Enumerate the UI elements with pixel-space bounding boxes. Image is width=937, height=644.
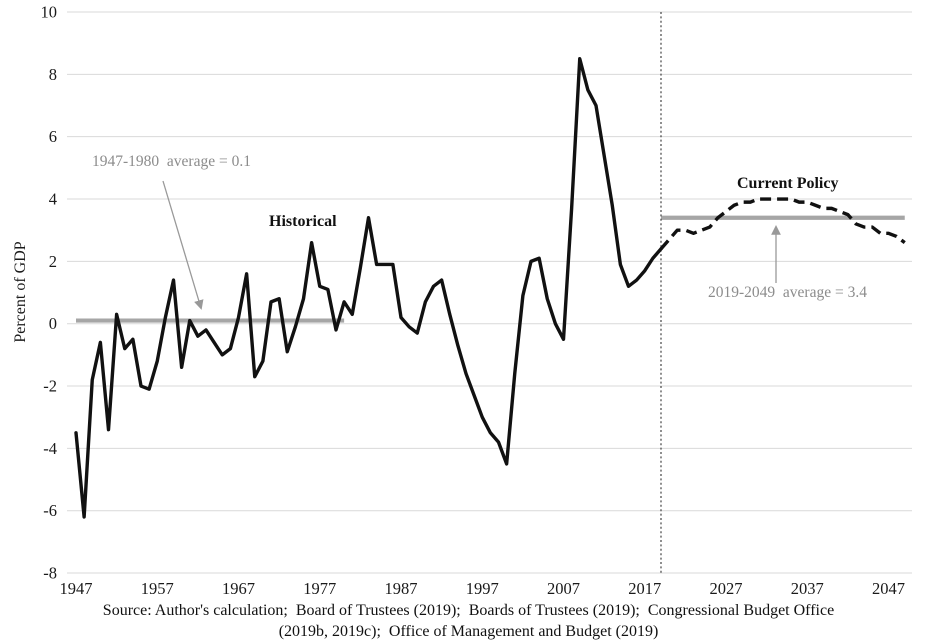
source-note: Source: Author's calculation; Board of T… — [0, 600, 937, 642]
svg-text:6: 6 — [49, 127, 57, 146]
svg-text:1987: 1987 — [385, 579, 418, 598]
y-axis-tick-labels: 10 8 6 4 2 0 -2 -4 -6 -8 — [41, 3, 58, 583]
historical-series-label: Historical — [269, 213, 337, 230]
svg-text:-8: -8 — [43, 564, 57, 583]
svg-text:8: 8 — [49, 65, 57, 84]
series-historical — [74, 57, 663, 519]
y-axis-title: Percent of GDP — [12, 241, 29, 343]
svg-text:1977: 1977 — [303, 579, 336, 598]
svg-text:-2: -2 — [43, 377, 57, 396]
svg-text:2047: 2047 — [872, 579, 905, 598]
annotation-arrows — [162, 180, 781, 310]
svg-text:2027: 2027 — [710, 579, 743, 598]
svg-text:1967: 1967 — [222, 579, 255, 598]
annotation-2019-2049-average: 2019-2049 average = 3.4 — [708, 284, 867, 301]
svg-text:4: 4 — [49, 190, 57, 209]
source-note-line2: (2019b, 2019c); Office of Management and… — [278, 623, 659, 640]
svg-text:1957: 1957 — [141, 579, 174, 598]
svg-text:2037: 2037 — [791, 579, 824, 598]
gridlines — [67, 11, 912, 574]
svg-text:1947: 1947 — [60, 579, 93, 598]
annotation-1947-1980-average: 1947-1980 average = 0.1 — [92, 153, 251, 170]
svg-text:2007: 2007 — [547, 579, 580, 598]
svg-text:2017: 2017 — [628, 579, 661, 598]
average-reference-lines — [76, 215, 905, 323]
x-axis-tick-labels: 1947 1957 1967 1977 1987 1997 2007 2017 2027 2037… — [60, 579, 906, 598]
svg-text:10: 10 — [41, 3, 58, 22]
current-policy-series-label: Current Policy — [737, 175, 839, 192]
series-current-policy — [659, 197, 906, 251]
svg-text:-6: -6 — [43, 501, 57, 520]
svg-text:1997: 1997 — [466, 579, 499, 598]
svg-text:-4: -4 — [43, 439, 57, 458]
svg-text:0: 0 — [49, 314, 57, 333]
source-note-line1: Source: Author's calculation; Board of T… — [102, 602, 835, 619]
svg-text:2: 2 — [49, 252, 57, 271]
